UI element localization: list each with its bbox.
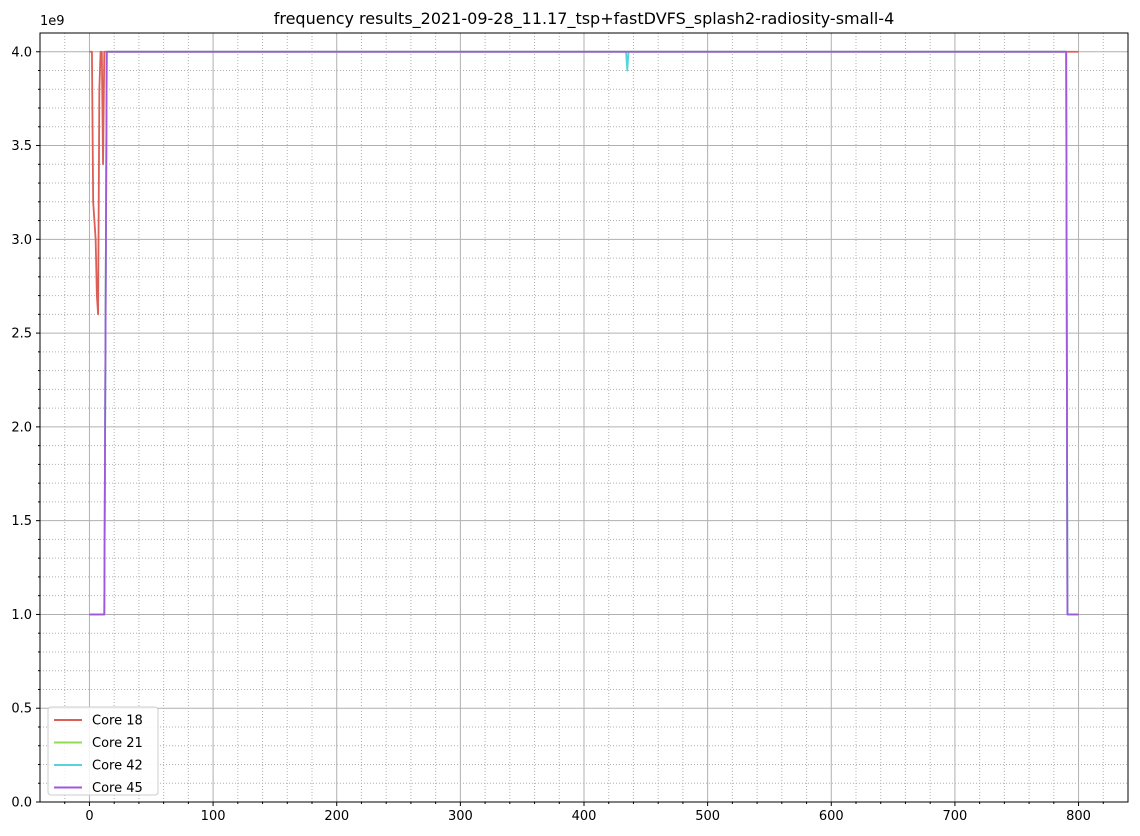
series-line	[89, 50, 1079, 616]
series-line	[89, 50, 1079, 316]
y-tick-label: 2.0	[11, 420, 32, 435]
y-offset-label: 1e9	[40, 14, 65, 29]
x-tick-label: 0	[85, 809, 93, 824]
x-tick-label: 400	[572, 809, 597, 824]
y-tick-label: 3.5	[11, 139, 32, 154]
y-tick-label: 2.5	[11, 327, 32, 342]
chart-title: frequency results_2021-09-28_11.17_tsp+f…	[274, 9, 895, 29]
series-layer	[89, 50, 1079, 616]
axis-ticks: 0 100 200 300 400 500 600 700 800 0.0 0.5 1.0 1.5 2.0…	[11, 45, 1104, 824]
y-tick-label: 0.0	[11, 796, 32, 811]
legend-label: Core 45	[92, 781, 143, 796]
x-tick-label: 700	[942, 809, 967, 824]
y-tick-label: 3.0	[11, 233, 32, 248]
legend-label: Core 42	[92, 759, 143, 774]
legend-label: Core 18	[92, 714, 143, 729]
legend: Core 18 Core 21 Core 42 Core 45	[47, 706, 159, 796]
x-tick-label: 500	[695, 809, 720, 824]
y-tick-label: 4.0	[11, 45, 32, 60]
y-tick-label: 1.0	[11, 608, 32, 623]
x-tick-label: 800	[1066, 809, 1091, 824]
legend-label: Core 21	[92, 736, 143, 751]
y-tick-label: 1.5	[11, 514, 32, 529]
x-tick-label: 600	[819, 809, 844, 824]
x-tick-label: 100	[201, 809, 226, 824]
y-tick-label: 0.5	[11, 702, 32, 717]
x-tick-label: 200	[324, 809, 349, 824]
x-tick-label: 300	[448, 809, 473, 824]
legend-box	[47, 706, 159, 796]
